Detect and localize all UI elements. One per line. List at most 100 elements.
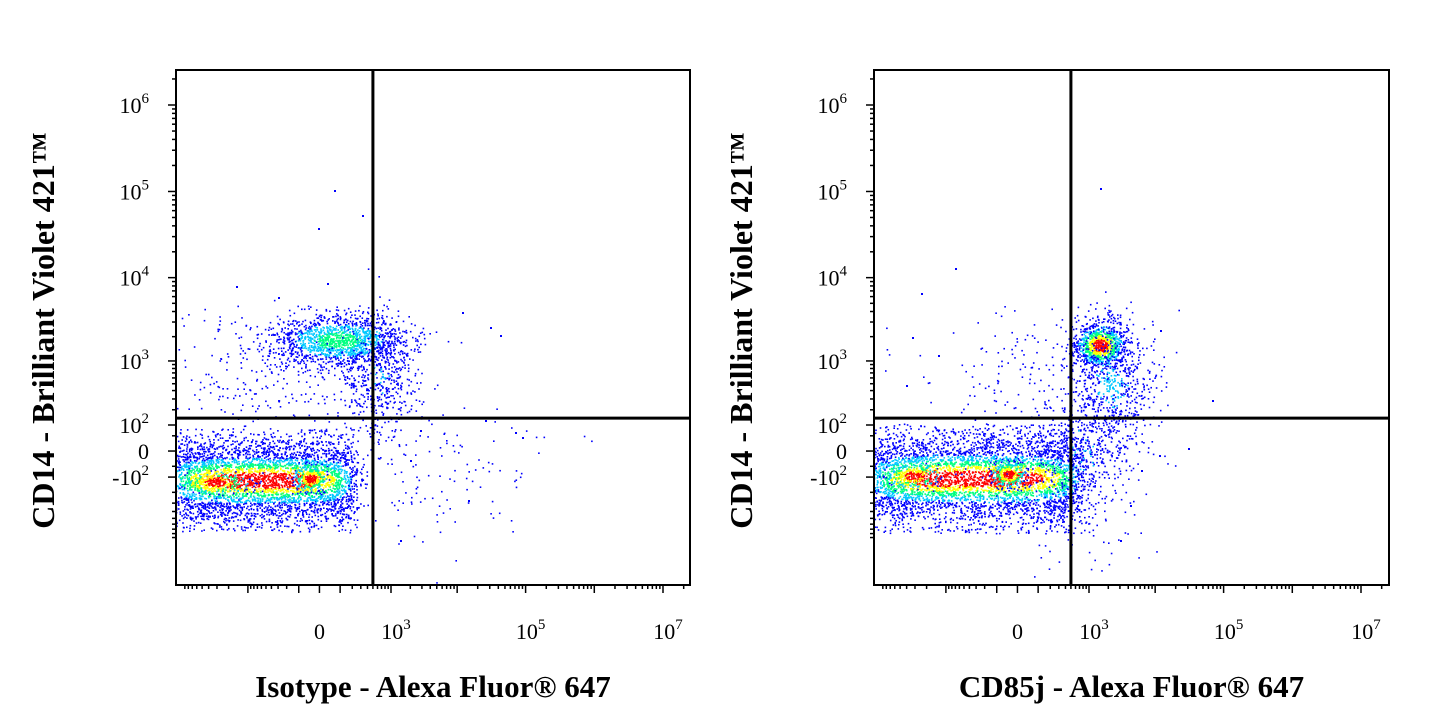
density-dot xyxy=(331,457,334,460)
density-dot xyxy=(305,442,308,445)
density-dot xyxy=(198,457,201,460)
density-dot xyxy=(193,465,196,468)
density-dot xyxy=(349,488,351,491)
density-dot xyxy=(187,480,190,483)
density-dot xyxy=(226,502,228,505)
density-dot xyxy=(320,319,323,321)
density-dot xyxy=(194,452,197,454)
density-dot xyxy=(360,327,362,329)
density-dot xyxy=(230,496,233,499)
density-dot xyxy=(193,460,196,462)
density-dot xyxy=(329,469,332,471)
density-dot xyxy=(355,450,357,452)
density-dot xyxy=(337,466,339,469)
density-dot xyxy=(267,509,269,512)
density-dot xyxy=(271,483,273,485)
density-dot xyxy=(259,503,261,505)
density-dot xyxy=(263,476,266,478)
density-dot xyxy=(227,478,230,481)
density-dot xyxy=(313,454,315,457)
density-dot xyxy=(296,459,299,462)
density-dot xyxy=(199,483,201,486)
density-dot xyxy=(236,463,239,466)
density-dot xyxy=(373,341,376,344)
density-dot xyxy=(182,517,185,520)
density-dot xyxy=(325,491,328,494)
density-dot xyxy=(335,503,337,505)
density-dot xyxy=(300,469,302,471)
density-dot xyxy=(331,330,333,332)
density-dot xyxy=(335,504,337,506)
density-dot xyxy=(302,492,304,495)
density-dot xyxy=(319,491,322,493)
density-dot xyxy=(310,443,312,445)
density-dot xyxy=(195,456,197,459)
density-dot xyxy=(212,452,215,455)
density-dot xyxy=(209,501,211,504)
density-dot xyxy=(245,471,247,474)
density-dot xyxy=(254,476,256,478)
density-dot xyxy=(340,489,343,491)
density-dot xyxy=(254,486,257,489)
density-dot xyxy=(268,488,271,490)
density-dot xyxy=(301,353,303,355)
density-dot xyxy=(263,484,266,487)
density-dot xyxy=(278,476,281,479)
density-dot xyxy=(340,339,342,342)
density-dot xyxy=(303,362,306,364)
density-dot xyxy=(289,343,291,346)
density-dot xyxy=(295,510,298,512)
density-dot xyxy=(165,482,167,484)
density-dot xyxy=(223,446,226,449)
density-dot xyxy=(255,452,258,454)
density-dot xyxy=(245,436,247,439)
density-dot xyxy=(339,341,342,343)
density-dot xyxy=(270,469,273,471)
density-dot xyxy=(225,505,228,508)
density-dot xyxy=(344,348,346,350)
density-dot xyxy=(265,340,267,342)
density-dot xyxy=(370,315,372,317)
density-dot xyxy=(327,466,330,469)
density-dot xyxy=(350,334,353,337)
density-dot xyxy=(217,516,219,519)
density-dot xyxy=(176,522,178,525)
density-dot xyxy=(285,446,288,448)
density-dot xyxy=(363,463,365,466)
density-dot xyxy=(224,492,227,495)
density-dot xyxy=(259,504,261,507)
density-dot xyxy=(288,346,291,349)
density-dot xyxy=(204,508,207,510)
density-dot xyxy=(240,484,242,486)
density-dot xyxy=(192,507,194,509)
density-dot xyxy=(303,504,306,507)
density-dot xyxy=(238,450,241,452)
density-dot xyxy=(288,457,290,460)
density-dot xyxy=(246,463,249,466)
density-dot xyxy=(189,518,192,520)
density-dot xyxy=(183,498,185,501)
density-dot xyxy=(347,517,350,519)
density-dot xyxy=(247,519,250,521)
density-dot xyxy=(337,317,340,320)
density-dot xyxy=(295,517,297,519)
density-dot xyxy=(363,505,365,507)
density-dot xyxy=(244,483,246,486)
density-dot xyxy=(196,484,199,487)
density-dot xyxy=(354,323,356,325)
density-dot xyxy=(339,361,342,363)
density-dot xyxy=(237,477,239,480)
density-dot xyxy=(344,529,347,531)
density-dot xyxy=(377,321,380,324)
density-dot xyxy=(345,472,348,475)
density-dot xyxy=(210,475,213,477)
density-dot xyxy=(272,488,274,491)
density-dot xyxy=(365,343,368,345)
density-dot xyxy=(344,462,347,464)
density-dot xyxy=(279,457,281,459)
density-dot xyxy=(375,347,377,349)
density-dot xyxy=(338,468,340,470)
density-dot xyxy=(245,457,247,459)
density-dot xyxy=(195,483,198,485)
density-dot xyxy=(253,515,256,517)
